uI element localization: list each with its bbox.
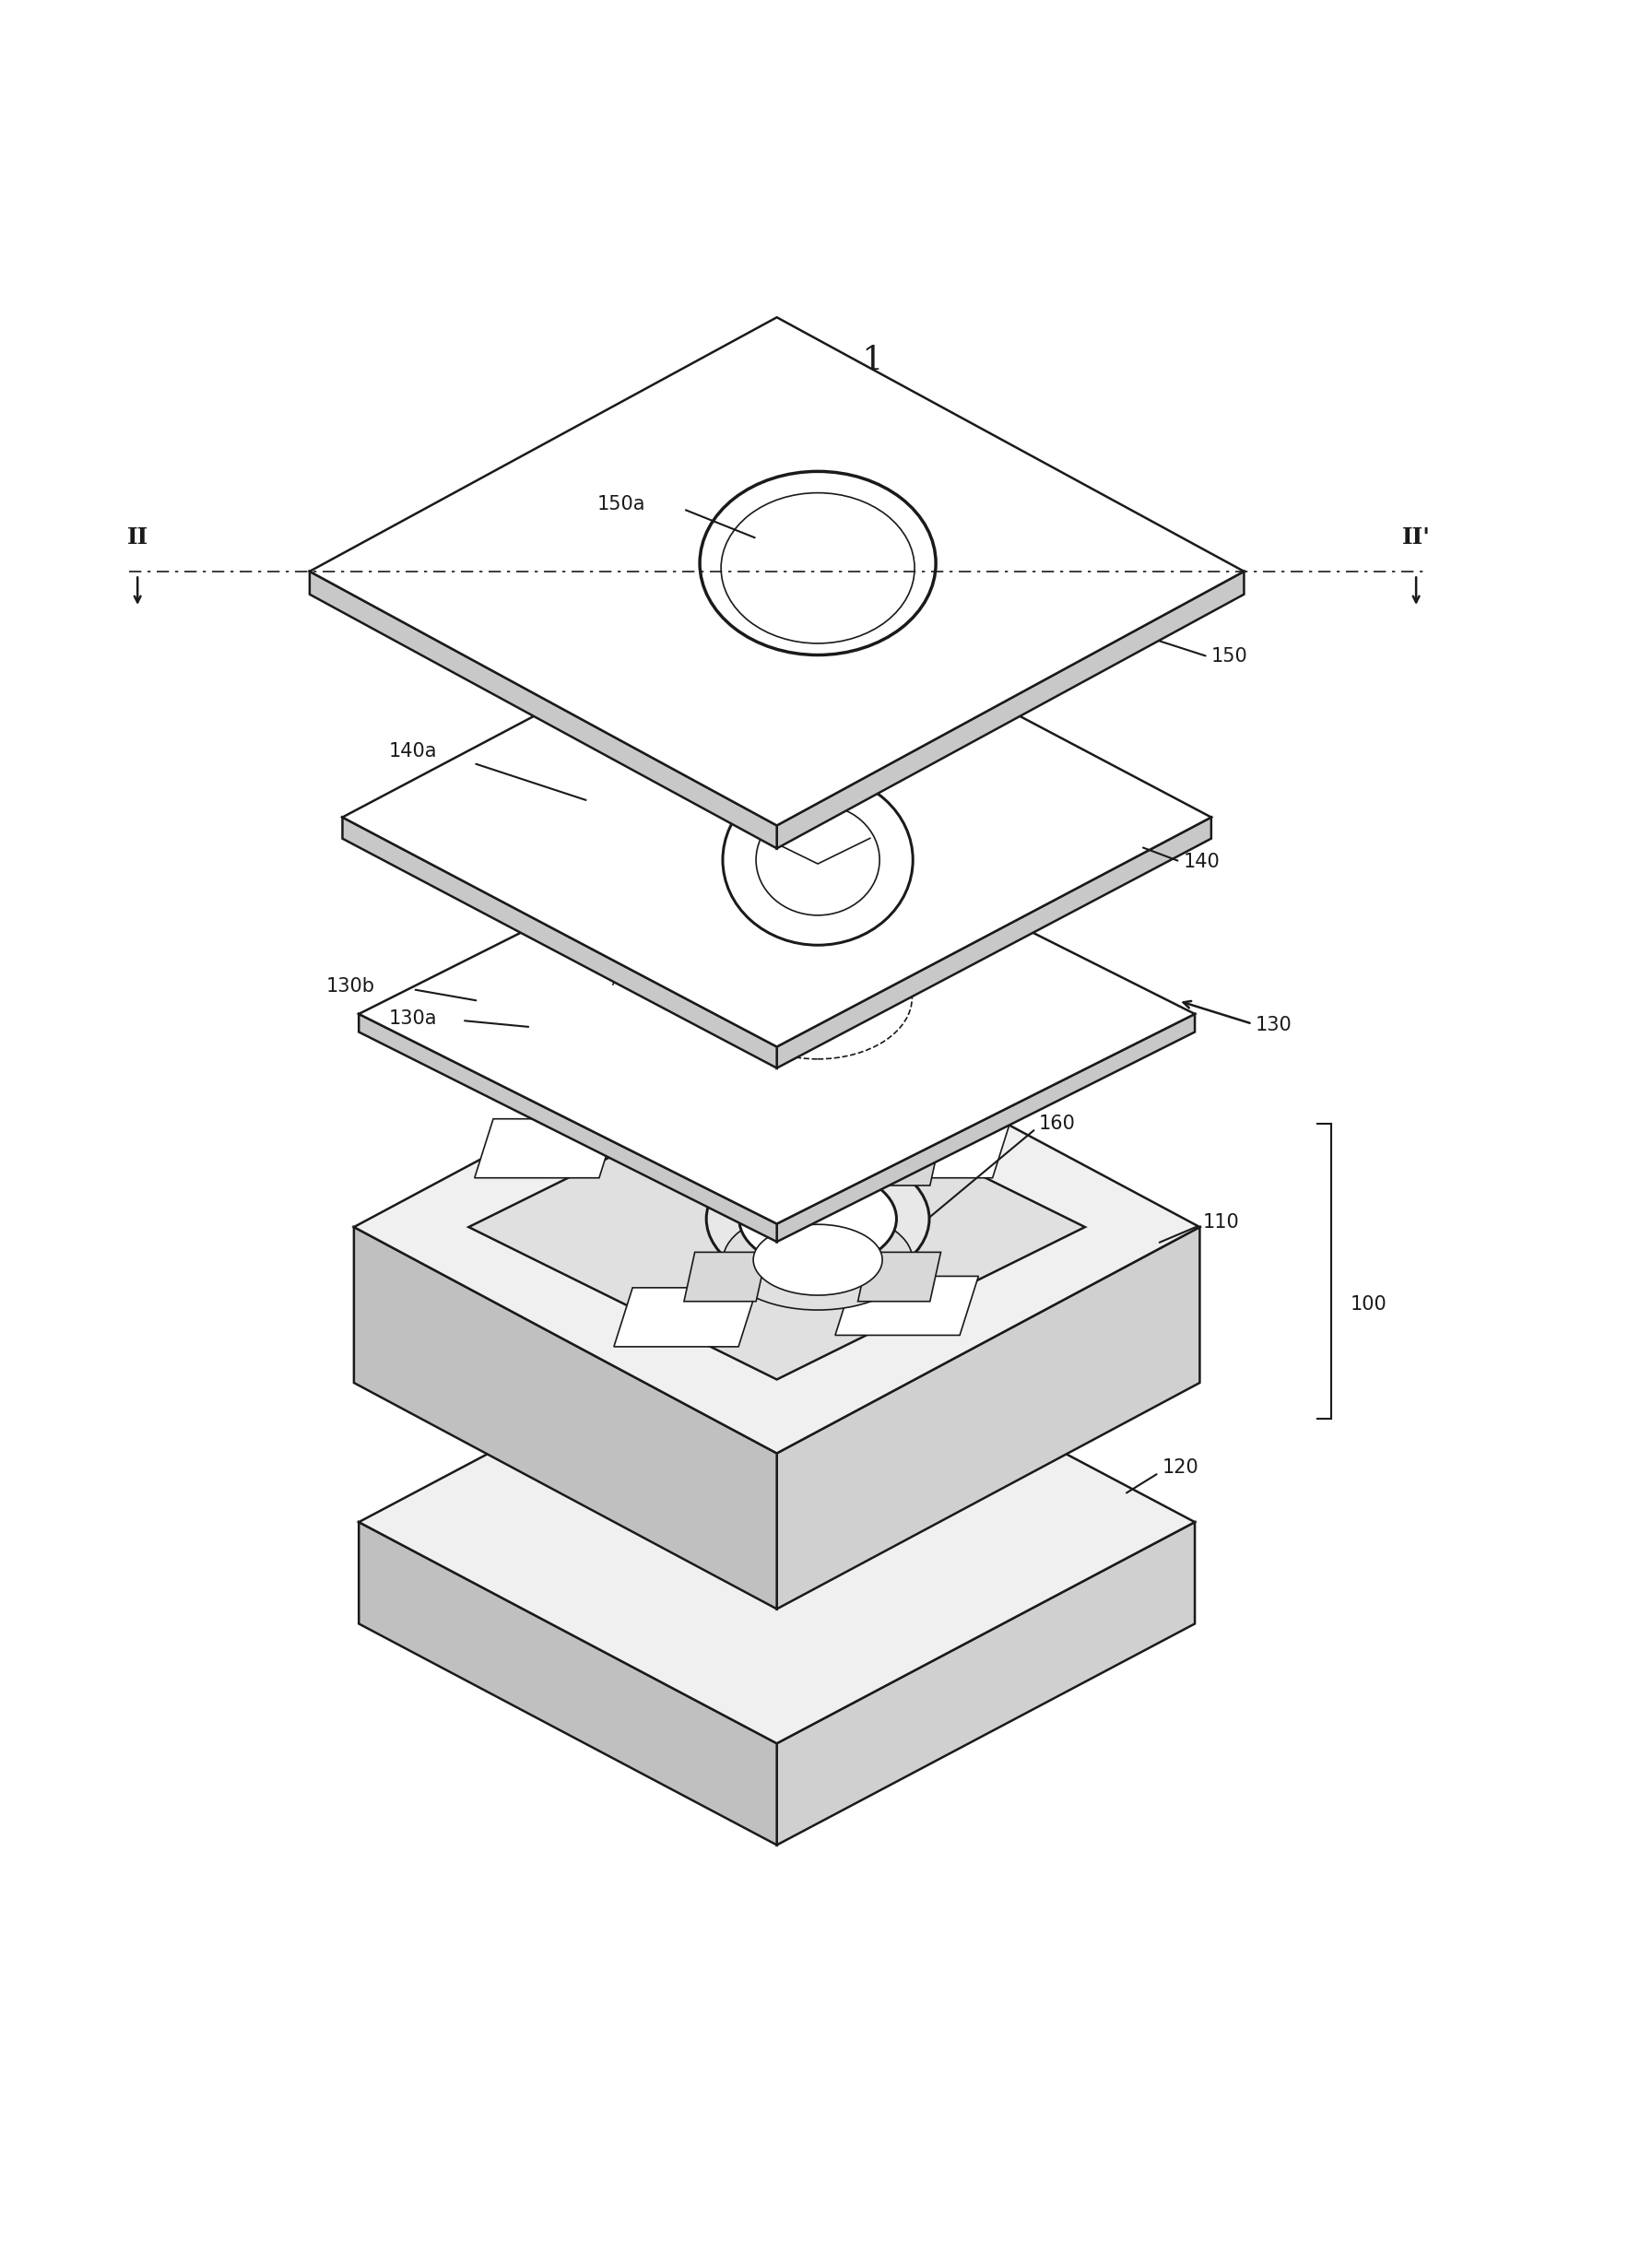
Polygon shape bbox=[342, 818, 776, 1069]
Polygon shape bbox=[358, 1013, 776, 1242]
Polygon shape bbox=[684, 1136, 767, 1185]
Text: 140a: 140a bbox=[388, 742, 438, 762]
Polygon shape bbox=[309, 571, 776, 849]
Polygon shape bbox=[836, 1275, 978, 1336]
Polygon shape bbox=[354, 1228, 776, 1609]
Polygon shape bbox=[358, 805, 1194, 1224]
Polygon shape bbox=[776, 571, 1244, 849]
Polygon shape bbox=[469, 1076, 1085, 1380]
Text: II': II' bbox=[1403, 527, 1431, 549]
Text: 100: 100 bbox=[1351, 1295, 1388, 1313]
Polygon shape bbox=[615, 1289, 757, 1347]
Ellipse shape bbox=[753, 1224, 882, 1295]
Polygon shape bbox=[857, 1136, 940, 1185]
Ellipse shape bbox=[738, 1170, 897, 1268]
Polygon shape bbox=[358, 1300, 1194, 1743]
Text: 150a: 150a bbox=[596, 495, 646, 513]
Polygon shape bbox=[857, 1253, 940, 1302]
Text: 110: 110 bbox=[1203, 1212, 1239, 1230]
Text: 130: 130 bbox=[1256, 1015, 1292, 1035]
Text: II: II bbox=[127, 527, 149, 549]
Polygon shape bbox=[474, 1118, 618, 1179]
Polygon shape bbox=[684, 1253, 767, 1302]
Ellipse shape bbox=[707, 1150, 930, 1289]
Text: 130b: 130b bbox=[325, 977, 375, 995]
Polygon shape bbox=[342, 587, 1211, 1047]
Text: 130a: 130a bbox=[388, 1011, 438, 1029]
Polygon shape bbox=[354, 1002, 1199, 1452]
Ellipse shape bbox=[700, 471, 935, 654]
Text: 120: 120 bbox=[1161, 1459, 1199, 1477]
Ellipse shape bbox=[722, 775, 914, 946]
Text: 160: 160 bbox=[1039, 1114, 1075, 1134]
Text: 150: 150 bbox=[1211, 648, 1247, 666]
Polygon shape bbox=[309, 318, 1244, 825]
Ellipse shape bbox=[724, 1210, 912, 1311]
Polygon shape bbox=[776, 1522, 1194, 1844]
Polygon shape bbox=[776, 818, 1211, 1069]
Text: FIG.  1: FIG. 1 bbox=[768, 345, 884, 376]
Polygon shape bbox=[867, 1118, 1011, 1179]
Polygon shape bbox=[776, 1228, 1199, 1609]
Text: 140: 140 bbox=[1183, 852, 1219, 872]
Polygon shape bbox=[776, 1013, 1194, 1242]
Ellipse shape bbox=[720, 493, 915, 643]
Polygon shape bbox=[358, 1522, 776, 1844]
